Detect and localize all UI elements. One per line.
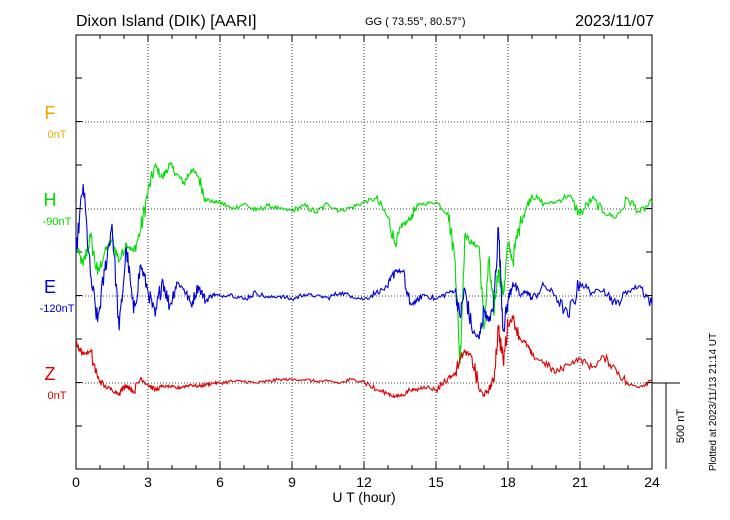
series-line-E: [75, 184, 653, 340]
x-tick-label: 6: [216, 474, 224, 490]
channel-labels: F 0nT H -90nT E -120nT Z 0nT: [40, 103, 75, 402]
channel-letter: H: [44, 190, 57, 210]
x-tick-label: 3: [144, 474, 152, 490]
x-tick-label: 9: [288, 474, 296, 490]
channel-letter: F: [45, 103, 56, 123]
channel-offset: -120nT: [40, 303, 75, 315]
x-tick-label: 18: [500, 474, 516, 490]
channel-offset: -90nT: [43, 216, 72, 228]
x-axis-label: U T (hour): [332, 489, 395, 505]
station-coords: GG ( 73.55°, 80.57°): [365, 16, 466, 28]
x-axis-tick-labels: 0 3 6 9 12 15 18 21 24: [72, 474, 660, 490]
series-line-Z: [75, 315, 653, 399]
plot-date: 2023/11/07: [575, 13, 654, 30]
series-line-H: [75, 161, 653, 364]
plotted-at-note: Plotted at 2023/11/13 21:14 UT: [708, 333, 719, 471]
channel-letter: E: [44, 277, 56, 297]
x-axis-ticks: [75, 35, 653, 469]
x-tick-label: 0: [72, 474, 80, 490]
x-tick-label: 15: [428, 474, 444, 490]
channel-offset: 0nT: [48, 129, 67, 141]
scale-bar-label: 500 nT: [675, 409, 687, 444]
channel-offset: 0nT: [48, 390, 67, 402]
x-tick-label: 24: [644, 474, 660, 490]
series-layer: [75, 161, 653, 399]
channel-letter: Z: [45, 364, 56, 384]
x-tick-label: 12: [356, 474, 372, 490]
x-tick-label: 21: [572, 474, 588, 490]
station-title: Dixon Island (DIK) [AARI]: [76, 13, 257, 30]
grid-lines: [76, 35, 652, 469]
